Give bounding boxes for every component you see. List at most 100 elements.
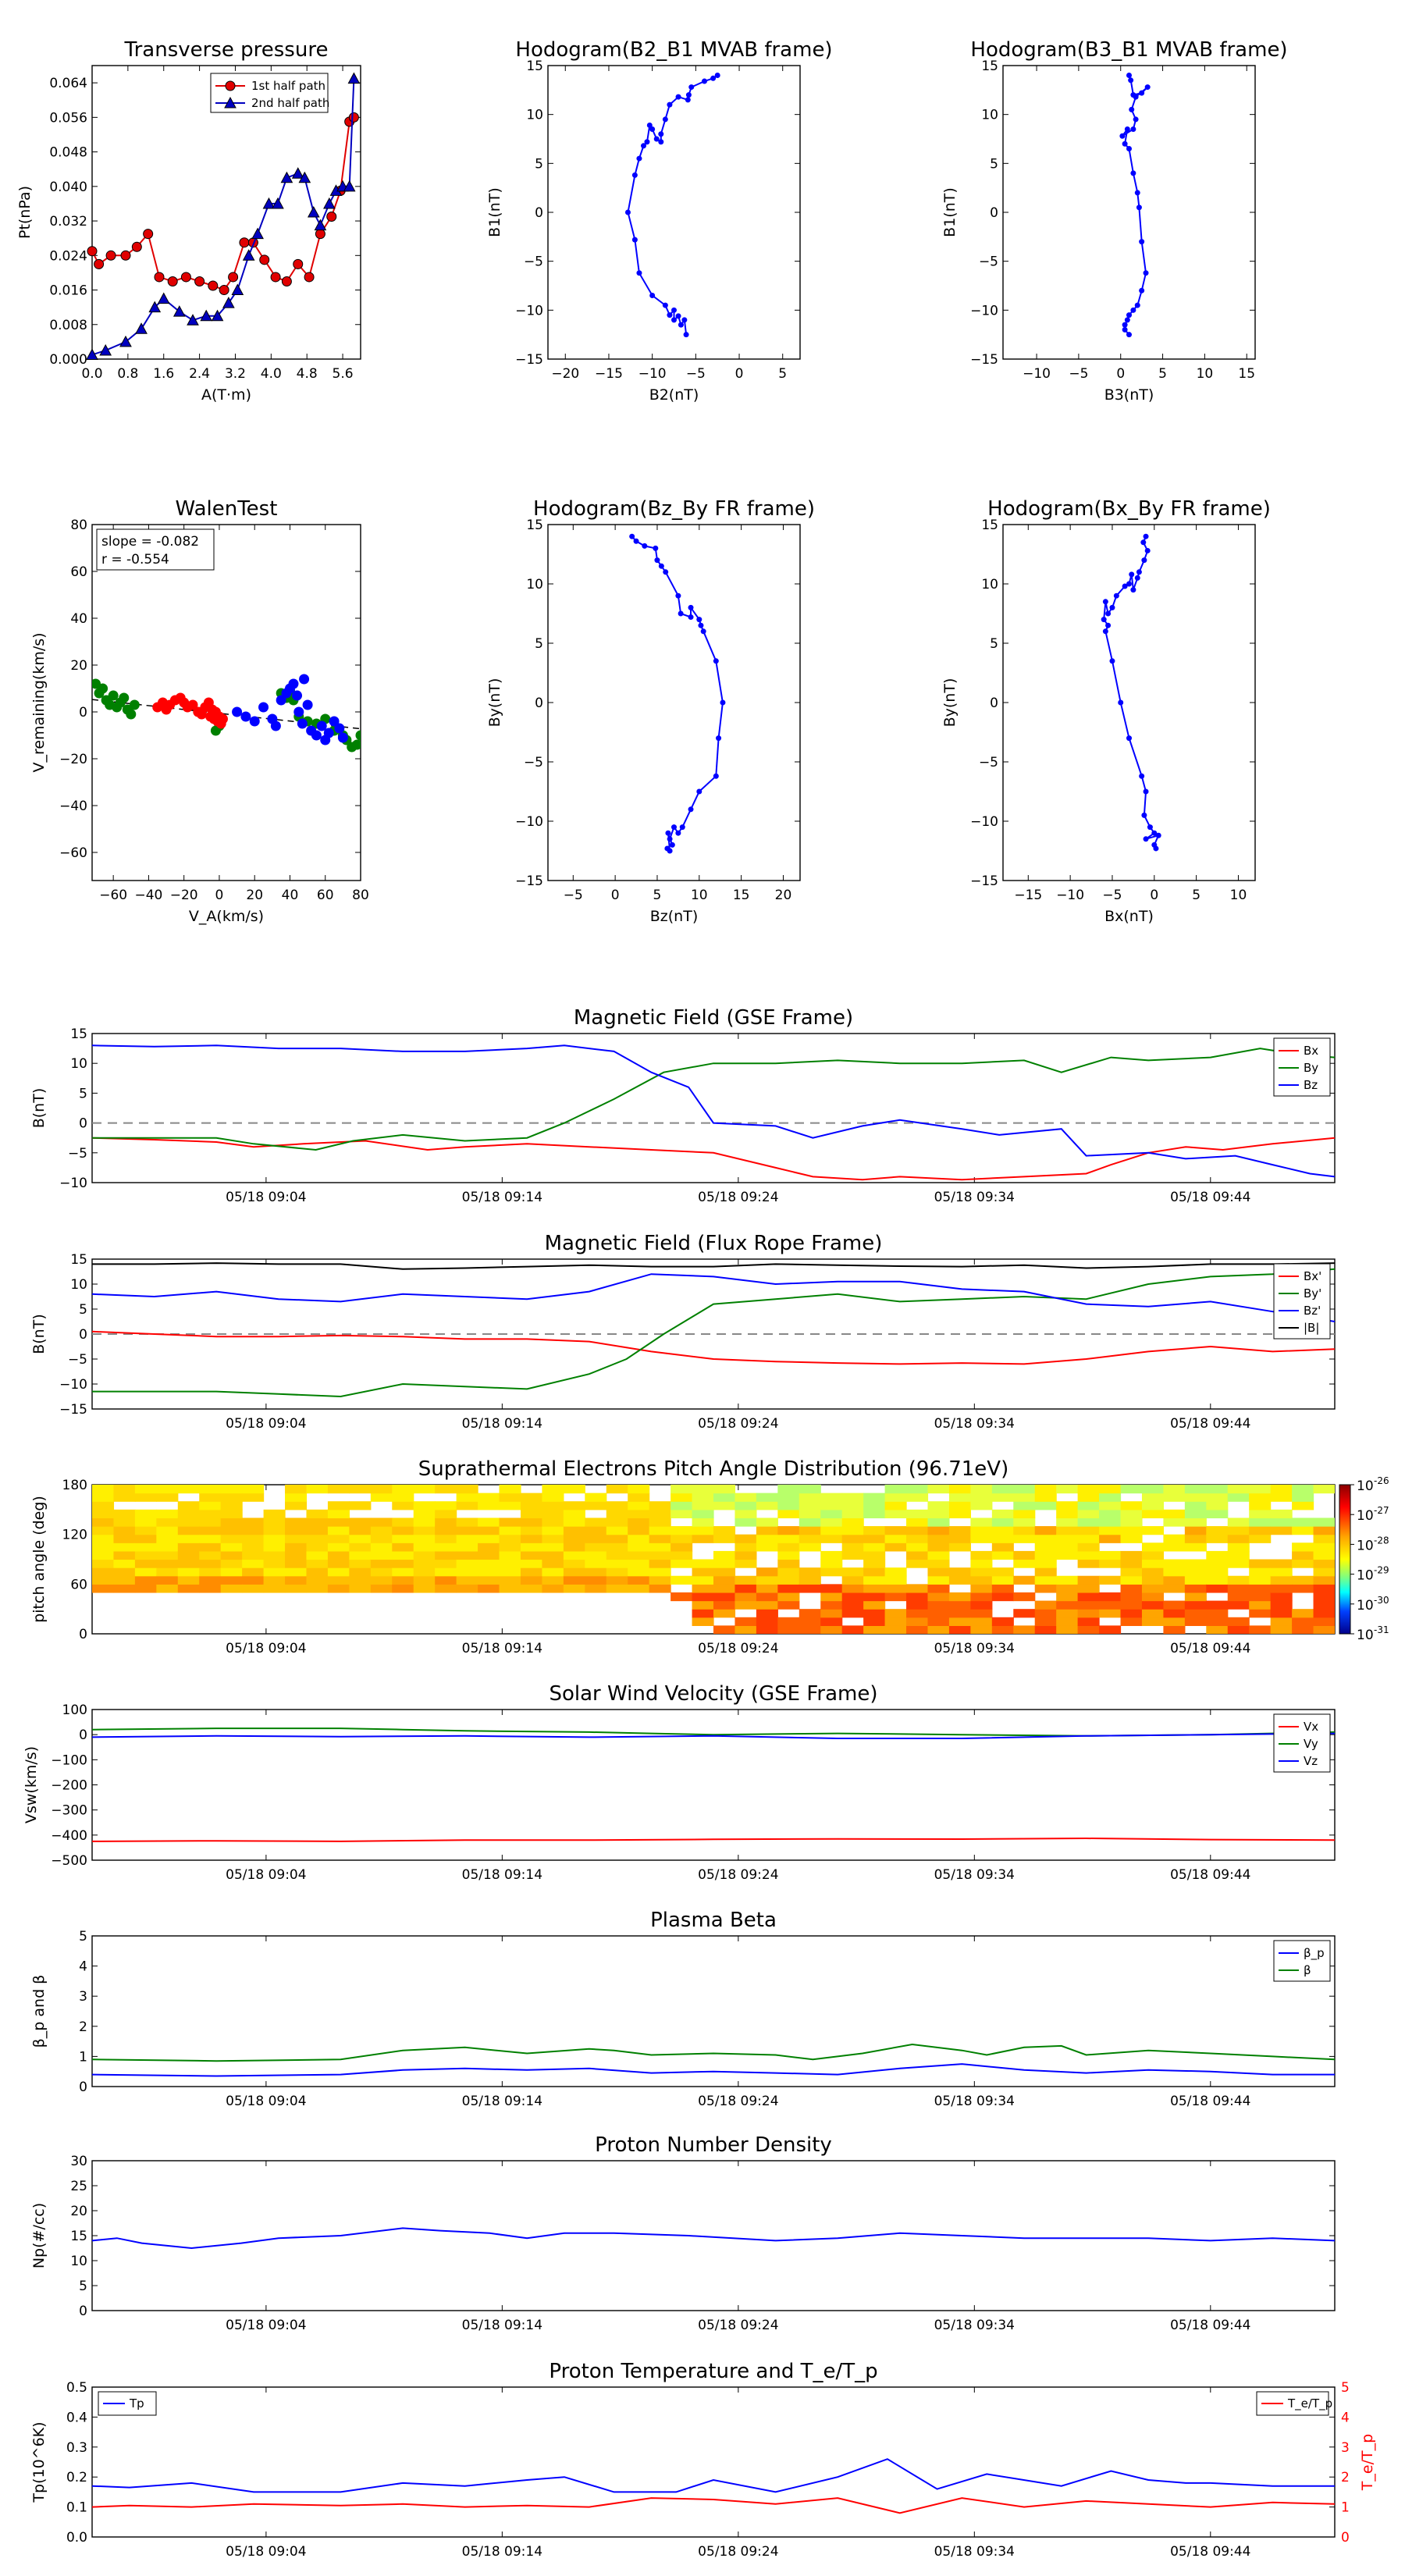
heatmap-cell	[156, 1575, 179, 1585]
heatmap-cell	[1034, 1617, 1057, 1626]
scatter-point	[126, 709, 137, 720]
y-tick-label: 0	[990, 205, 998, 221]
y2-axis-label: T_e/T_p	[1359, 2434, 1376, 2491]
scatter-point	[98, 683, 108, 694]
heatmap-cell	[134, 1559, 157, 1568]
heatmap-cell	[220, 1567, 243, 1577]
data-point	[1130, 126, 1136, 132]
data-point	[1102, 599, 1108, 605]
heatmap-cell	[1077, 1534, 1100, 1543]
data-point	[280, 171, 293, 183]
data-point	[642, 543, 648, 549]
heatmap-cell	[799, 1584, 821, 1593]
heatmap-cell	[1056, 1609, 1079, 1618]
heatmap-cell	[991, 1485, 1014, 1494]
heatmap-cell	[113, 1584, 136, 1593]
data-point	[1143, 533, 1149, 539]
heatmap-cell	[841, 1550, 864, 1560]
y-tick-label: −400	[51, 1828, 87, 1844]
data-point	[681, 317, 688, 323]
heatmap-cell	[370, 1567, 393, 1577]
heatmap-cell	[1292, 1493, 1314, 1502]
heatmap-cell	[970, 1534, 993, 1543]
data-point	[131, 241, 142, 252]
heatmap-cell	[735, 1550, 757, 1560]
heatmap-cell	[306, 1567, 329, 1577]
heatmap-cell	[1077, 1542, 1100, 1552]
heatmap-cell	[285, 1501, 308, 1510]
heatmap-cell	[948, 1534, 971, 1543]
heatmap-cell	[306, 1485, 329, 1494]
heatmap-cell	[1141, 1609, 1165, 1618]
series-line-3	[92, 1262, 1336, 1270]
heatmap-cell	[799, 1517, 821, 1527]
heatmap-cell	[220, 1509, 243, 1519]
x-tick-label: 5	[1158, 366, 1167, 382]
heatmap-cell	[92, 1501, 115, 1510]
x-tick-label: 10	[691, 888, 708, 903]
heatmap-cell	[1056, 1592, 1079, 1602]
heatmap-cell	[370, 1550, 393, 1560]
heatmap-cell	[499, 1534, 521, 1543]
y-tick-label: 180	[62, 1478, 87, 1493]
heatmap-cell	[1163, 1542, 1186, 1552]
data-point	[1139, 773, 1145, 779]
heatmap-cell	[1099, 1559, 1122, 1568]
data-point	[1101, 617, 1107, 623]
heatmap-cell	[306, 1526, 329, 1535]
heatmap-cell	[948, 1501, 971, 1510]
heatmap-cell	[1206, 1550, 1229, 1560]
heatmap-cell	[1120, 1485, 1143, 1494]
heatmap-cell	[1292, 1559, 1314, 1568]
heatmap-cell	[1034, 1493, 1057, 1502]
heatmap-cell	[134, 1542, 157, 1552]
data-point	[1155, 832, 1161, 838]
y-tick-label: 0.4	[66, 2410, 87, 2425]
legend-label: By	[1304, 1061, 1318, 1075]
heatmap-cell	[970, 1501, 993, 1510]
heatmap-cell	[1270, 1617, 1293, 1626]
h4-chart: Hodogram(Bx_By FR frame)−15 −10 −5 0 5 10−15−…	[941, 497, 1271, 925]
heatmap-cell	[1270, 1592, 1293, 1602]
heatmap-cell	[927, 1559, 950, 1568]
data-point	[208, 280, 219, 291]
heatmap-cell	[606, 1501, 628, 1510]
heatmap-cell	[606, 1526, 628, 1535]
heatmap-cell	[991, 1575, 1014, 1585]
y-axis-label: B1(nT)	[486, 187, 503, 237]
x-tick-label: 05/18 09:24	[698, 2544, 778, 2560]
data-point	[1133, 116, 1139, 123]
heatmap-cell	[756, 1542, 778, 1552]
heatmap-cell	[948, 1575, 971, 1585]
heatmap-cell	[392, 1584, 414, 1593]
heatmap-cell	[927, 1501, 950, 1510]
h3-chart: Hodogram(Bz_By FR frame) −5 0 5 10 15 20 −15 −10…	[486, 497, 815, 925]
heatmap-cell	[563, 1534, 585, 1543]
heatmap-cell	[1249, 1609, 1272, 1618]
heatmap-cell	[692, 1517, 714, 1527]
heatmap-cell	[991, 1517, 1014, 1527]
y-tick-label: 0.040	[49, 180, 87, 195]
heatmap-cell	[349, 1575, 372, 1585]
heatmap-cell	[1099, 1501, 1122, 1510]
y-tick-label: 5	[990, 636, 998, 652]
heatmap-cell	[113, 1567, 136, 1577]
heatmap-cell	[499, 1542, 521, 1552]
y-axis-label: B(nT)	[30, 1088, 48, 1129]
heatmap-cell	[906, 1559, 929, 1568]
heatmap-cell	[285, 1493, 308, 1502]
data-point	[679, 824, 685, 831]
mag_fr-frame	[91, 1258, 1336, 1410]
series-line-0	[91, 2458, 1335, 2493]
heatmap-cell	[606, 1567, 628, 1577]
heatmap-cell	[370, 1575, 393, 1585]
h3-title: Hodogram(Bz_By FR frame)	[533, 497, 815, 521]
heatmap-cell	[113, 1509, 136, 1519]
heatmap-cell	[863, 1493, 886, 1502]
heatmap-cell	[177, 1485, 200, 1494]
heatmap-cell	[456, 1534, 478, 1543]
heatmap-cell	[499, 1550, 521, 1560]
heatmap-cell	[628, 1534, 650, 1543]
data-point	[228, 272, 239, 283]
data-point	[671, 317, 677, 323]
